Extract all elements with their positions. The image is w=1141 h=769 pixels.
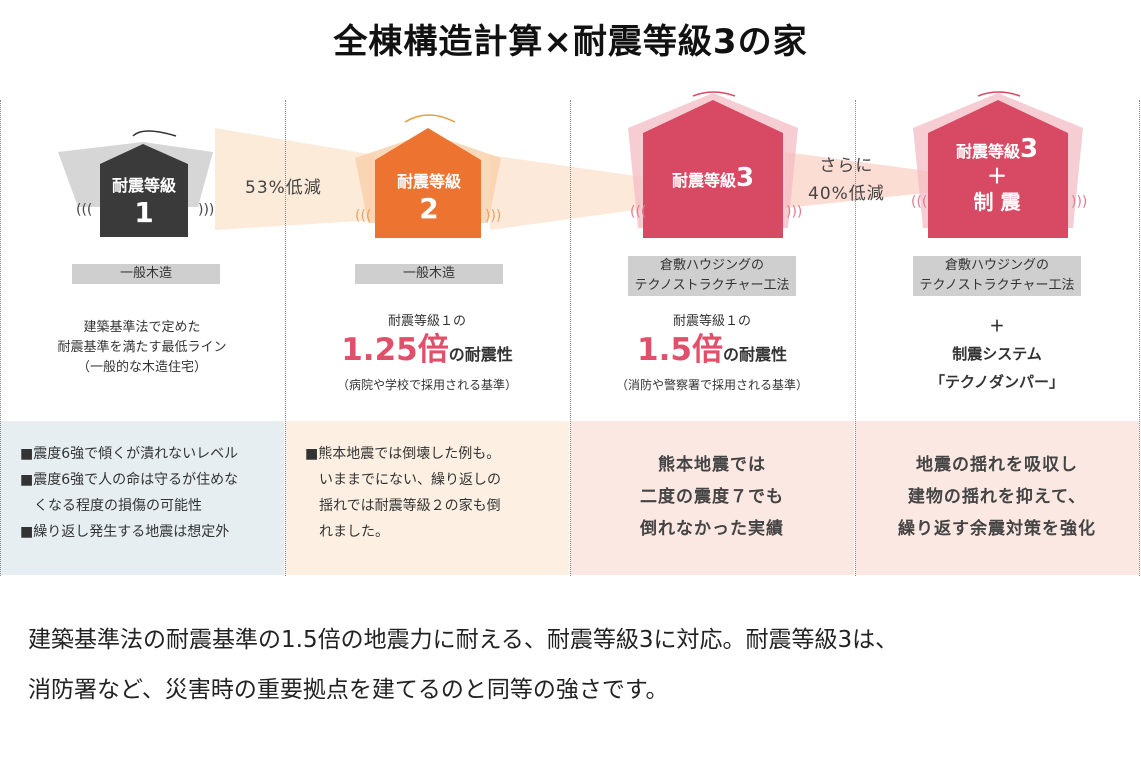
footer-line-2: 消防署など、災害時の重要拠点を建てるのと同等の強さです。 <box>28 677 669 703</box>
construction-label: 倉敷ハウジングの テクノストラクチャー工法 <box>913 256 1081 296</box>
svg-text:(((: ((( <box>630 204 646 220</box>
house-grade3-damper-icon: ((( ))) <box>911 91 1087 238</box>
svg-text:))): ))) <box>198 202 214 218</box>
grade3-description: 耐震等級１の 1.5倍の耐震性 （消防や警察署で採用される基準） <box>615 314 808 392</box>
grade2-panel: ■熊本地震では倒壊した例も。 いままでにない、繰り返しの 揺れでは耐震等級２の家… <box>285 421 569 575</box>
divider <box>0 100 1 576</box>
grade3-damper-panel: 地震の揺れを吸収し 建物の揺れを抑えて、 繰り返す余震対策を強化 <box>855 421 1139 575</box>
svg-text:))): ))) <box>1071 194 1087 210</box>
reduction-label-1: 53%低減 <box>245 178 322 198</box>
reduction-label-2: さらに 40%低減 <box>808 156 885 204</box>
column-grade3: ((( ))) 耐震等級3 倉敷ハウジングの テクノストラクチャー工法 耐震等級… <box>570 91 854 576</box>
house-grade3-label: 耐震等級3 <box>671 163 755 193</box>
grade3-panel: 熊本地震では 二度の震度７でも 倒れなかった実績 <box>570 421 854 575</box>
svg-text:(((: ((( <box>911 194 927 210</box>
page-title: 全棟構造計算×耐震等級3の家 <box>333 22 808 62</box>
svg-text:(((: ((( <box>355 208 371 224</box>
house-grade1-icon: ((( ))) <box>58 130 214 237</box>
svg-text:))): ))) <box>485 208 501 224</box>
divider <box>1139 100 1140 576</box>
construction-label: 一般木造 <box>355 264 503 284</box>
arrow-band-3 <box>785 152 935 208</box>
divider <box>570 100 571 576</box>
house-grade2-icon: ((( ))) <box>355 114 501 238</box>
house-grade3-damper-label: 耐震等級3 ＋ 制 震 <box>955 134 1039 214</box>
grade2-description: 耐震等級１の 1.25倍の耐震性 （病院や学校で採用される基準） <box>336 314 517 392</box>
grade3-damper-description: ＋ 制震システム 「テクノダンパー」 <box>929 317 1065 391</box>
house-grade3-icon: ((( ))) <box>628 91 802 238</box>
grade1-panel: ■震度6強で傾くが潰れないレベル ■震度6強で人の命は守るが住めな くなる程度の… <box>0 421 284 575</box>
house-grade2-label: 耐震等級 2 <box>396 172 461 225</box>
construction-label: 一般木造 <box>72 264 220 284</box>
column-grade1: ((( ))) 耐震等級 1 一般木造 建築基準法で定めた 耐震基準を満たす最低… <box>0 100 284 576</box>
column-grade3-damper: ((( ))) 耐震等級3 ＋ 制 震 倉敷ハウジングの テクノストラクチャー工… <box>855 91 1139 576</box>
arrow-band-1 <box>215 128 375 230</box>
grade1-description: 建築基準法で定めた 耐震基準を満たす最低ライン （一般的な木造住宅） <box>57 320 227 375</box>
footer-line-1: 建築基準法の耐震基準の1.5倍の地震力に耐える、耐震等級3に対応。耐震等級3は、 <box>28 627 899 653</box>
house-grade1-label: 耐震等級 1 <box>111 176 176 229</box>
column-grade2: ((( ))) 耐震等級 2 一般木造 耐震等級１の 1.25倍の耐震性 （病院… <box>285 100 569 576</box>
divider <box>855 100 856 576</box>
svg-text:))): ))) <box>786 204 802 220</box>
divider <box>285 100 286 576</box>
svg-text:(((: ((( <box>76 202 92 218</box>
construction-label: 倉敷ハウジングの テクノストラクチャー工法 <box>628 256 796 296</box>
